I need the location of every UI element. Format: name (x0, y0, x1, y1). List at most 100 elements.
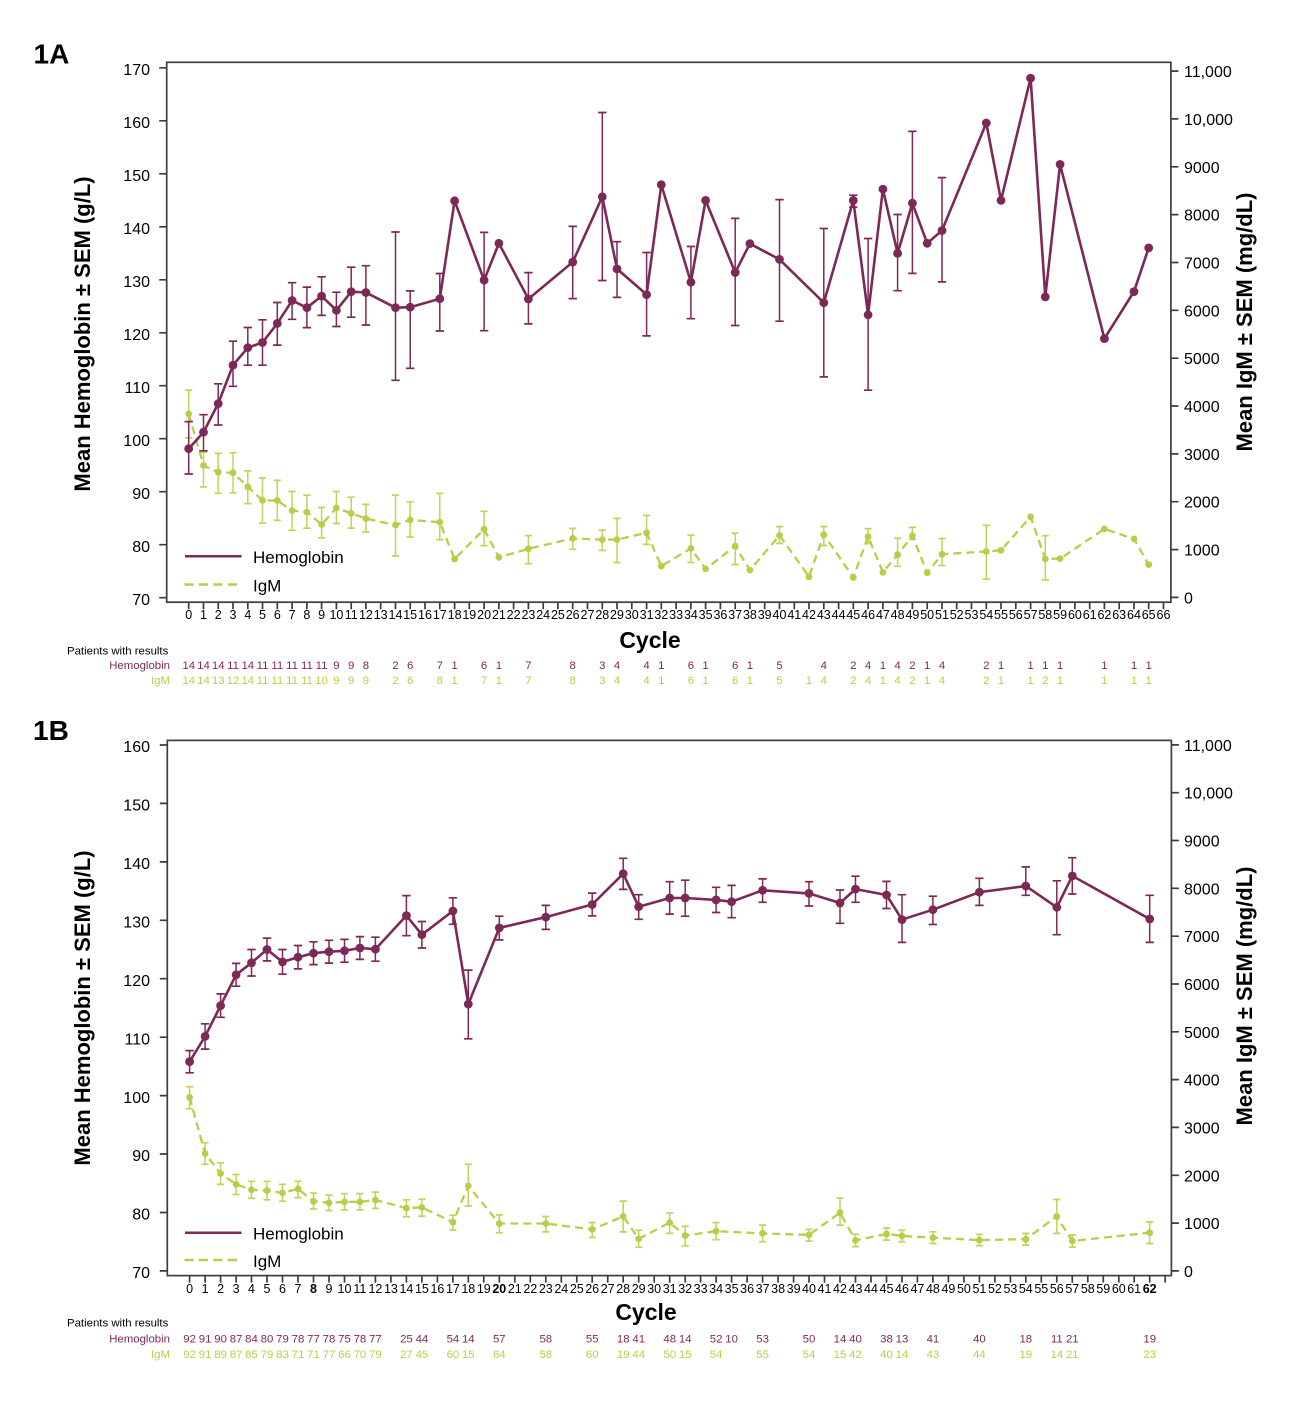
svg-text:Mean IgM ± SEM (mg/dL): Mean IgM ± SEM (mg/dL) (1232, 193, 1257, 452)
svg-text:4: 4 (244, 608, 251, 622)
svg-text:24: 24 (554, 1282, 568, 1296)
svg-text:78: 78 (354, 1334, 367, 1346)
svg-text:IgM: IgM (253, 1252, 281, 1271)
svg-text:8: 8 (437, 675, 443, 687)
svg-text:2: 2 (1042, 675, 1048, 687)
svg-text:59: 59 (1053, 608, 1067, 622)
svg-text:53: 53 (1003, 1282, 1017, 1296)
svg-text:11: 11 (227, 660, 239, 672)
svg-text:170: 170 (123, 62, 150, 79)
svg-text:41: 41 (632, 1334, 645, 1346)
svg-text:0: 0 (1184, 1264, 1193, 1281)
svg-text:1: 1 (1131, 675, 1137, 687)
svg-text:10,000: 10,000 (1184, 112, 1233, 129)
svg-text:56: 56 (1009, 608, 1023, 622)
svg-text:2: 2 (392, 660, 398, 672)
svg-text:31: 31 (640, 608, 654, 622)
svg-text:44: 44 (416, 1334, 429, 1346)
svg-text:1: 1 (202, 1282, 209, 1296)
svg-text:1: 1 (451, 675, 457, 687)
svg-text:Mean Hemoglobin ± SEM (g/L): Mean Hemoglobin ± SEM (g/L) (70, 850, 95, 1165)
svg-text:57: 57 (1065, 1282, 1079, 1296)
svg-text:62: 62 (1097, 608, 1111, 622)
svg-text:56: 56 (1050, 1282, 1064, 1296)
svg-text:IgM: IgM (151, 675, 170, 687)
svg-text:1A: 1A (34, 39, 70, 70)
svg-text:13: 13 (374, 608, 388, 622)
svg-text:7: 7 (289, 608, 296, 622)
svg-text:31: 31 (663, 1282, 677, 1296)
svg-text:71: 71 (307, 1349, 320, 1361)
svg-text:57: 57 (493, 1334, 506, 1346)
svg-text:7: 7 (481, 675, 487, 687)
svg-text:6000: 6000 (1184, 303, 1220, 320)
svg-text:1: 1 (1027, 660, 1033, 672)
svg-text:12: 12 (227, 675, 240, 687)
svg-text:8000: 8000 (1184, 208, 1220, 225)
svg-text:70: 70 (354, 1349, 367, 1361)
svg-text:0: 0 (186, 1282, 193, 1296)
svg-text:18: 18 (617, 1334, 630, 1346)
svg-text:7: 7 (437, 660, 443, 672)
svg-text:6: 6 (279, 1282, 286, 1296)
svg-text:92: 92 (183, 1349, 196, 1361)
svg-text:43: 43 (817, 608, 831, 622)
svg-text:79: 79 (261, 1349, 274, 1361)
svg-text:4: 4 (939, 660, 945, 672)
svg-text:1: 1 (1027, 675, 1033, 687)
svg-text:1: 1 (200, 608, 207, 622)
svg-text:9: 9 (333, 675, 339, 687)
svg-text:46: 46 (861, 608, 875, 622)
svg-text:130: 130 (123, 915, 150, 932)
svg-text:10: 10 (338, 1282, 352, 1296)
svg-text:1: 1 (1057, 660, 1063, 672)
svg-text:110: 110 (124, 380, 150, 397)
svg-text:2: 2 (909, 660, 915, 672)
svg-text:61: 61 (1127, 1282, 1141, 1296)
svg-text:42: 42 (802, 608, 816, 622)
svg-text:15: 15 (462, 1349, 475, 1361)
svg-text:Mean Hemoglobin ± SEM (g/L): Mean Hemoglobin ± SEM (g/L) (70, 176, 95, 491)
svg-text:21: 21 (492, 608, 506, 622)
svg-text:4: 4 (643, 675, 649, 687)
svg-text:3: 3 (599, 660, 605, 672)
svg-text:1: 1 (702, 660, 708, 672)
svg-text:63: 63 (1112, 608, 1126, 622)
svg-text:61: 61 (1083, 608, 1097, 622)
svg-text:5: 5 (259, 608, 266, 622)
svg-text:8: 8 (310, 1282, 317, 1296)
svg-text:2: 2 (850, 660, 856, 672)
svg-text:28: 28 (595, 608, 609, 622)
svg-text:42: 42 (833, 1282, 847, 1296)
svg-text:71: 71 (292, 1349, 305, 1361)
svg-text:39: 39 (787, 1282, 801, 1296)
svg-text:54: 54 (1019, 1282, 1033, 1296)
svg-text:21: 21 (1066, 1334, 1079, 1346)
svg-text:2: 2 (909, 675, 915, 687)
svg-text:5000: 5000 (1184, 1025, 1220, 1042)
svg-text:92: 92 (183, 1334, 196, 1346)
svg-text:77: 77 (369, 1334, 382, 1346)
svg-text:85: 85 (245, 1349, 258, 1361)
svg-text:100: 100 (123, 433, 150, 450)
svg-text:15: 15 (415, 1282, 429, 1296)
svg-text:1000: 1000 (1184, 543, 1220, 560)
svg-text:150: 150 (123, 168, 150, 185)
svg-text:4: 4 (894, 660, 900, 672)
svg-text:27: 27 (601, 1282, 615, 1296)
svg-text:1: 1 (1146, 660, 1152, 672)
svg-text:54: 54 (803, 1349, 816, 1361)
svg-text:84: 84 (245, 1334, 258, 1346)
svg-text:2: 2 (217, 1282, 224, 1296)
svg-text:1: 1 (658, 675, 664, 687)
svg-text:77: 77 (307, 1334, 320, 1346)
svg-text:89: 89 (214, 1349, 227, 1361)
svg-text:160: 160 (123, 739, 150, 756)
svg-text:100: 100 (123, 1090, 150, 1107)
svg-text:11,000: 11,000 (1184, 64, 1232, 81)
svg-text:140: 140 (123, 856, 150, 873)
svg-text:14: 14 (197, 675, 210, 687)
svg-text:14: 14 (389, 608, 403, 622)
svg-text:10: 10 (725, 1334, 738, 1346)
svg-text:49: 49 (941, 1282, 955, 1296)
